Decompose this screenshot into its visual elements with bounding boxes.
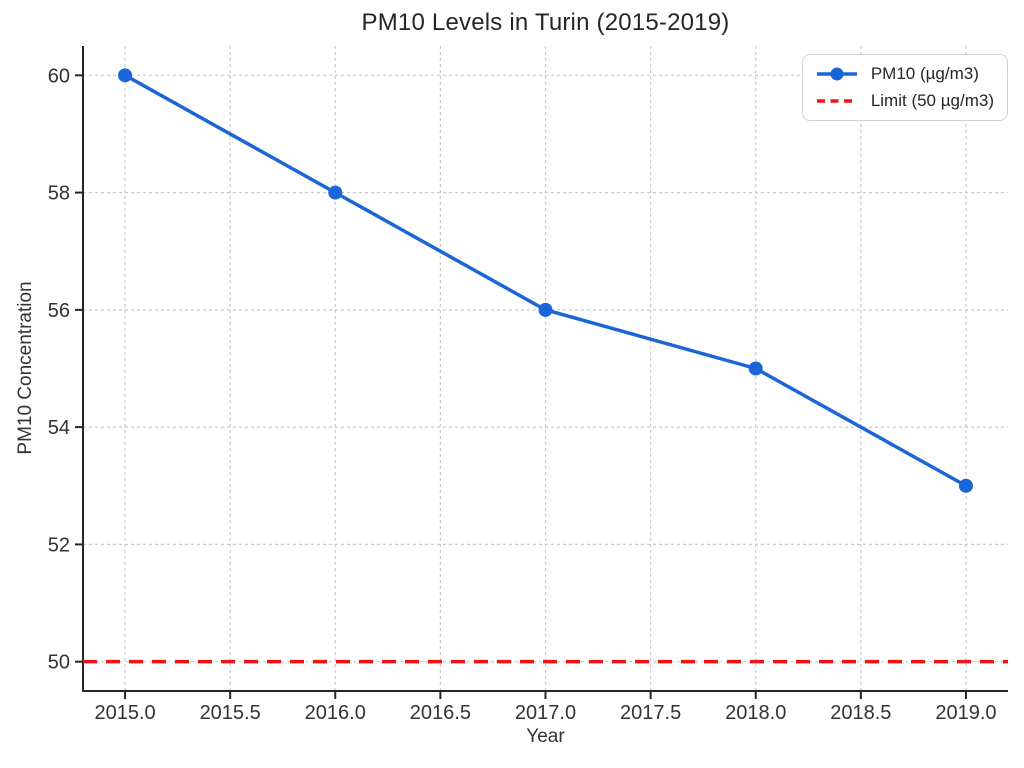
y-axis-label: PM10 Concentration (15, 281, 36, 455)
y-tick-label: 56 (48, 300, 70, 322)
x-tick-label: 2017.5 (620, 702, 681, 724)
y-tick-label: 54 (48, 417, 70, 439)
y-tick-label: 52 (48, 534, 70, 556)
legend-dashed-line-swatch (816, 99, 857, 103)
x-tick-label: 2016.0 (305, 702, 366, 724)
legend-label-limit: Limit (50 µg/m3) (870, 91, 994, 110)
y-tick-label: 60 (48, 65, 70, 87)
data-point-marker (958, 478, 973, 493)
x-tick-label: 2018.0 (725, 702, 786, 724)
legend-item-limit: Limit (50 µg/m3) (814, 91, 994, 111)
legend-line-marker-swatch (816, 67, 857, 81)
x-tick-label: 2017.0 (515, 702, 576, 724)
x-tick-label: 2016.5 (410, 702, 471, 724)
x-axis-label: Year (526, 726, 565, 747)
data-point-marker (118, 68, 133, 83)
x-tick-label: 2018.5 (830, 702, 891, 724)
legend: PM10 (µg/m3) Limit (50 µg/m3) (801, 54, 1008, 121)
data-point-marker (748, 361, 763, 376)
y-tick-label: 58 (48, 183, 70, 205)
y-tick-label: 50 (48, 652, 70, 674)
x-tick-label: 2015.5 (200, 702, 261, 724)
data-point-marker (538, 302, 553, 317)
data-point-marker (328, 185, 343, 200)
x-tick-label: 2019.0 (935, 702, 996, 724)
legend-item-pm10: PM10 (µg/m3) (814, 64, 994, 84)
legend-label-pm10: PM10 (µg/m3) (870, 64, 979, 83)
x-tick-label: 2015.0 (94, 702, 155, 724)
chart-title: PM10 Levels in Turin (2015-2019) (361, 9, 730, 36)
